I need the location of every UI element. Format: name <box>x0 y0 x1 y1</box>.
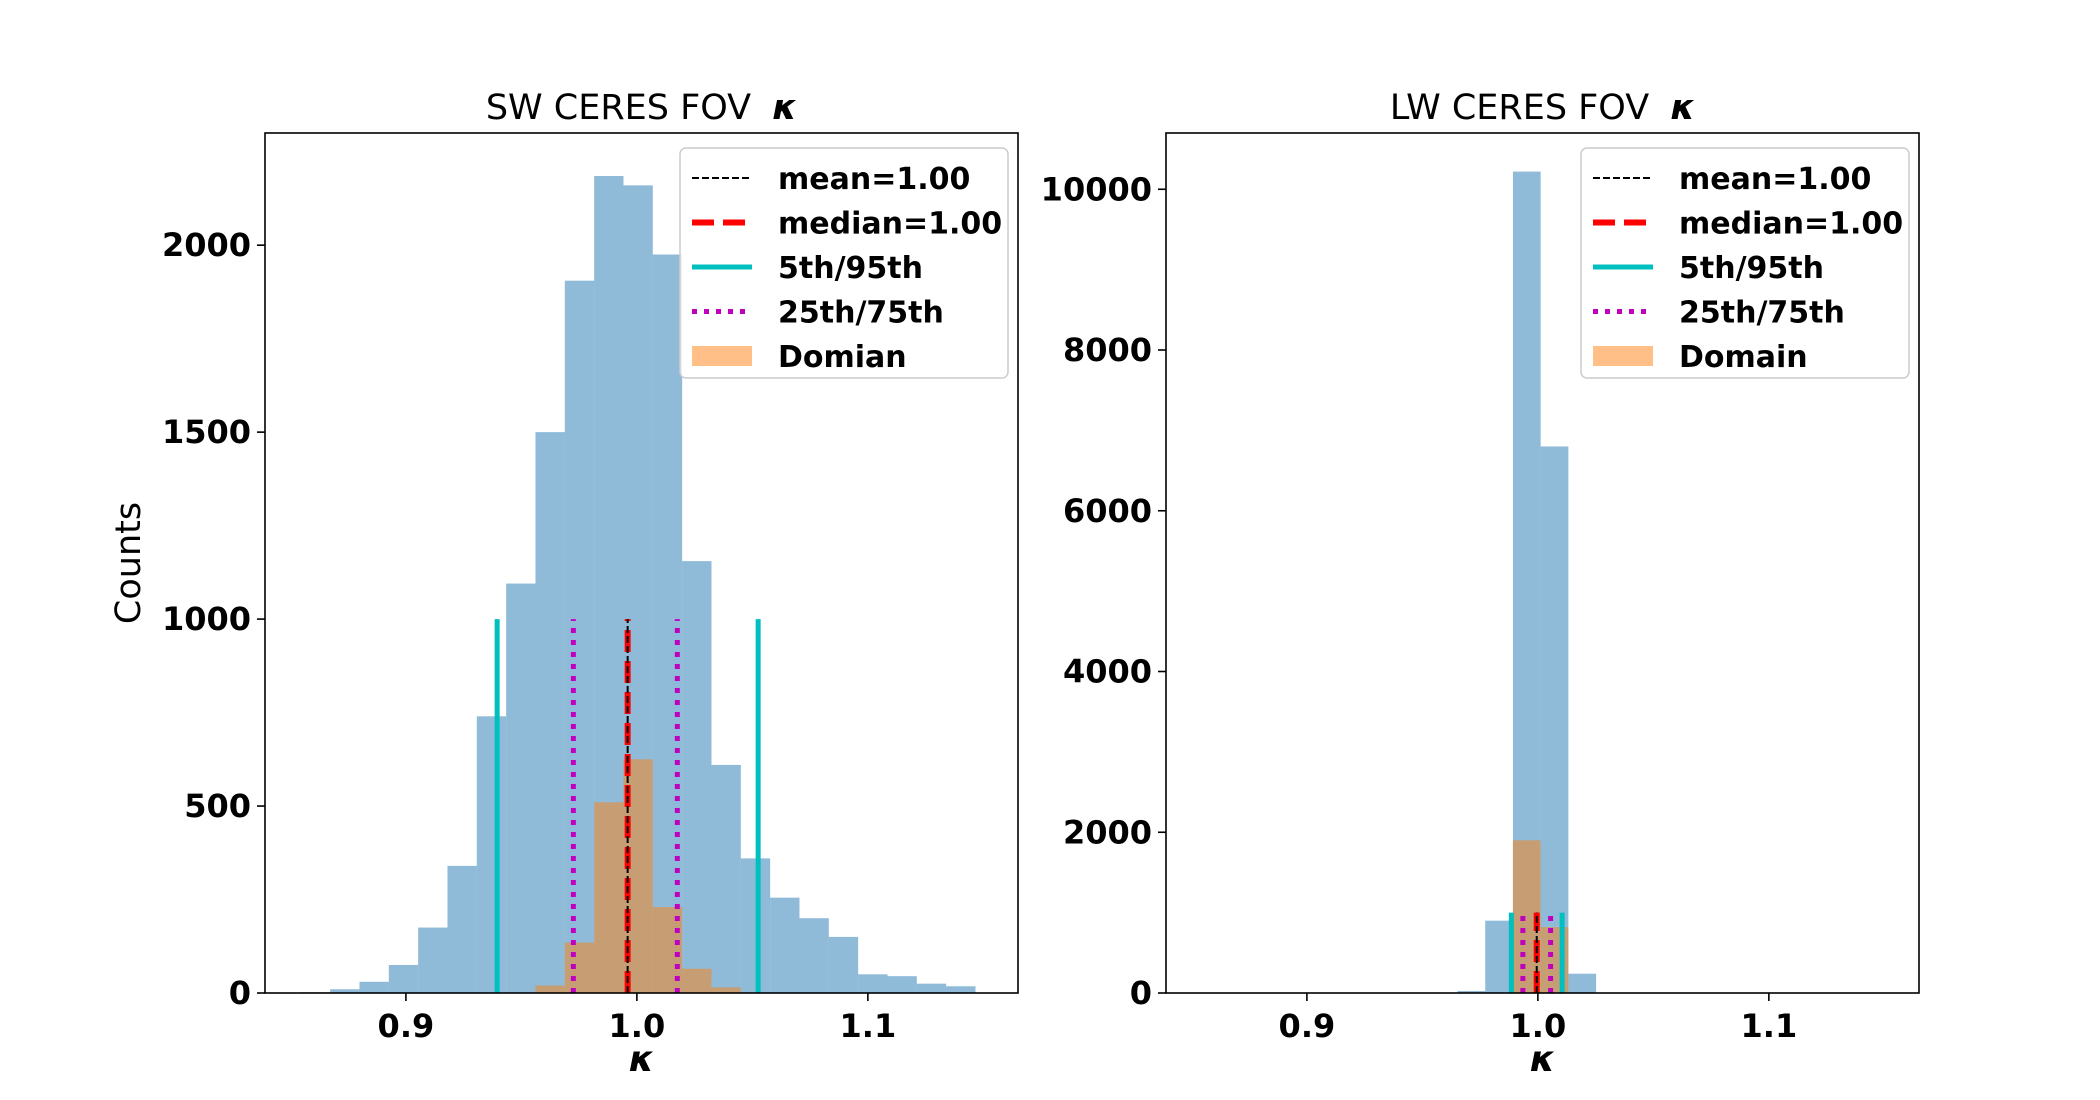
histogram-bar <box>535 432 565 993</box>
histogram-bar <box>506 583 536 993</box>
x-axis-label: κ <box>629 1039 655 1080</box>
legend-label-25th-75th: 25th/75th <box>1679 296 1845 331</box>
domain-histogram-bar <box>564 942 595 993</box>
domain-histogram-bar <box>711 987 741 993</box>
legend-label-5th-95th: 5th/95th <box>778 251 923 286</box>
histogram-bar <box>887 976 917 993</box>
legend-label-domain: Domain <box>1679 340 1808 375</box>
y-tick-label: 500 <box>184 787 251 825</box>
y-tick-label: 2000 <box>1063 813 1152 851</box>
legend: mean=1.00 median=1.00 5th/95th 25th/75th… <box>679 147 1009 379</box>
histogram-bar <box>359 981 389 993</box>
histogram-bar <box>770 897 800 993</box>
panel-title-text: SW CERES FOV <box>486 88 751 128</box>
x-tick-label: 1.1 <box>1741 1007 1798 1045</box>
legend-label-domain: Domian <box>778 340 907 375</box>
y-tick-label: 1000 <box>162 600 251 638</box>
histogram-bar <box>682 561 712 993</box>
sw-histogram-panel: SW CERES FOV κ κ Counts mean=1.00 median… <box>109 88 1019 1080</box>
y-tick-label: 10000 <box>1041 170 1152 208</box>
x-tick-label: 1.0 <box>609 1007 666 1045</box>
histogram-bar <box>418 927 448 993</box>
axes-frame <box>1165 132 1920 994</box>
histogram-bar <box>740 858 771 993</box>
y-tick-label: 4000 <box>1063 653 1152 691</box>
panel-title-text: LW CERES FOV <box>1390 88 1649 128</box>
histogram-bar <box>1540 446 1569 993</box>
histogram-bar <box>946 986 976 993</box>
legend-label-median: median=1.00 <box>778 207 1002 242</box>
y-tick-label: 1500 <box>162 413 251 451</box>
y-axis-label: Counts <box>109 502 149 624</box>
legend-box <box>1580 147 1910 379</box>
x-tick-label: 0.9 <box>1279 1007 1336 1045</box>
panel-title-symbol: κ <box>1670 88 1695 128</box>
x-tick-label: 0.9 <box>378 1007 435 1045</box>
histogram-bar <box>1568 973 1597 993</box>
domain-histogram-bar <box>594 802 624 993</box>
legend-swatch-domain <box>692 346 752 366</box>
histogram-bar <box>828 936 859 993</box>
legend-label-median: median=1.00 <box>1679 207 1903 242</box>
panel-title: LW CERES FOV κ <box>1390 88 1695 128</box>
domain-histogram-bar <box>682 968 712 993</box>
legend-label-mean: mean=1.00 <box>1679 162 1871 197</box>
y-tick-label: 0 <box>1130 974 1152 1012</box>
panel-title: SW CERES FOV κ <box>486 88 797 128</box>
y-tick-label: 0 <box>229 974 251 1012</box>
histogram-bar <box>1457 990 1486 993</box>
x-tick-label: 1.0 <box>1510 1007 1567 1045</box>
y-tick-label: 2000 <box>162 226 251 264</box>
histogram-bar <box>916 983 947 993</box>
legend-label-mean: mean=1.00 <box>778 162 970 197</box>
plot-area <box>1457 171 1597 993</box>
axes-frame <box>264 132 1019 994</box>
panel-title-symbol: κ <box>772 88 797 128</box>
legend-label-5th-95th: 5th/95th <box>1679 251 1824 286</box>
histogram-bar <box>476 716 507 993</box>
y-tick-label: 8000 <box>1063 331 1152 369</box>
legend-label-25th-75th: 25th/75th <box>778 296 944 331</box>
x-tick-label: 1.1 <box>840 1007 897 1045</box>
histogram-bar <box>388 964 419 993</box>
y-tick-label: 6000 <box>1063 492 1152 530</box>
lw-histogram-panel: LW CERES FOV κ κ mean=1.00 median=1.00 5… <box>1041 88 1920 1080</box>
histogram-bar <box>711 764 741 993</box>
histogram-bar <box>799 918 829 993</box>
x-axis-label: κ <box>1530 1039 1556 1080</box>
legend: mean=1.00 median=1.00 5th/95th 25th/75th… <box>1580 147 1910 379</box>
histogram-bar <box>330 989 360 993</box>
legend-box <box>679 147 1009 379</box>
domain-histogram-bar <box>535 985 565 993</box>
histogram-bar <box>447 865 477 993</box>
plot-area <box>300 176 976 994</box>
histogram-bar <box>858 974 888 993</box>
legend-swatch-domain <box>1593 346 1653 366</box>
histogram-bar <box>564 280 595 993</box>
histogram-bar <box>1485 920 1513 993</box>
